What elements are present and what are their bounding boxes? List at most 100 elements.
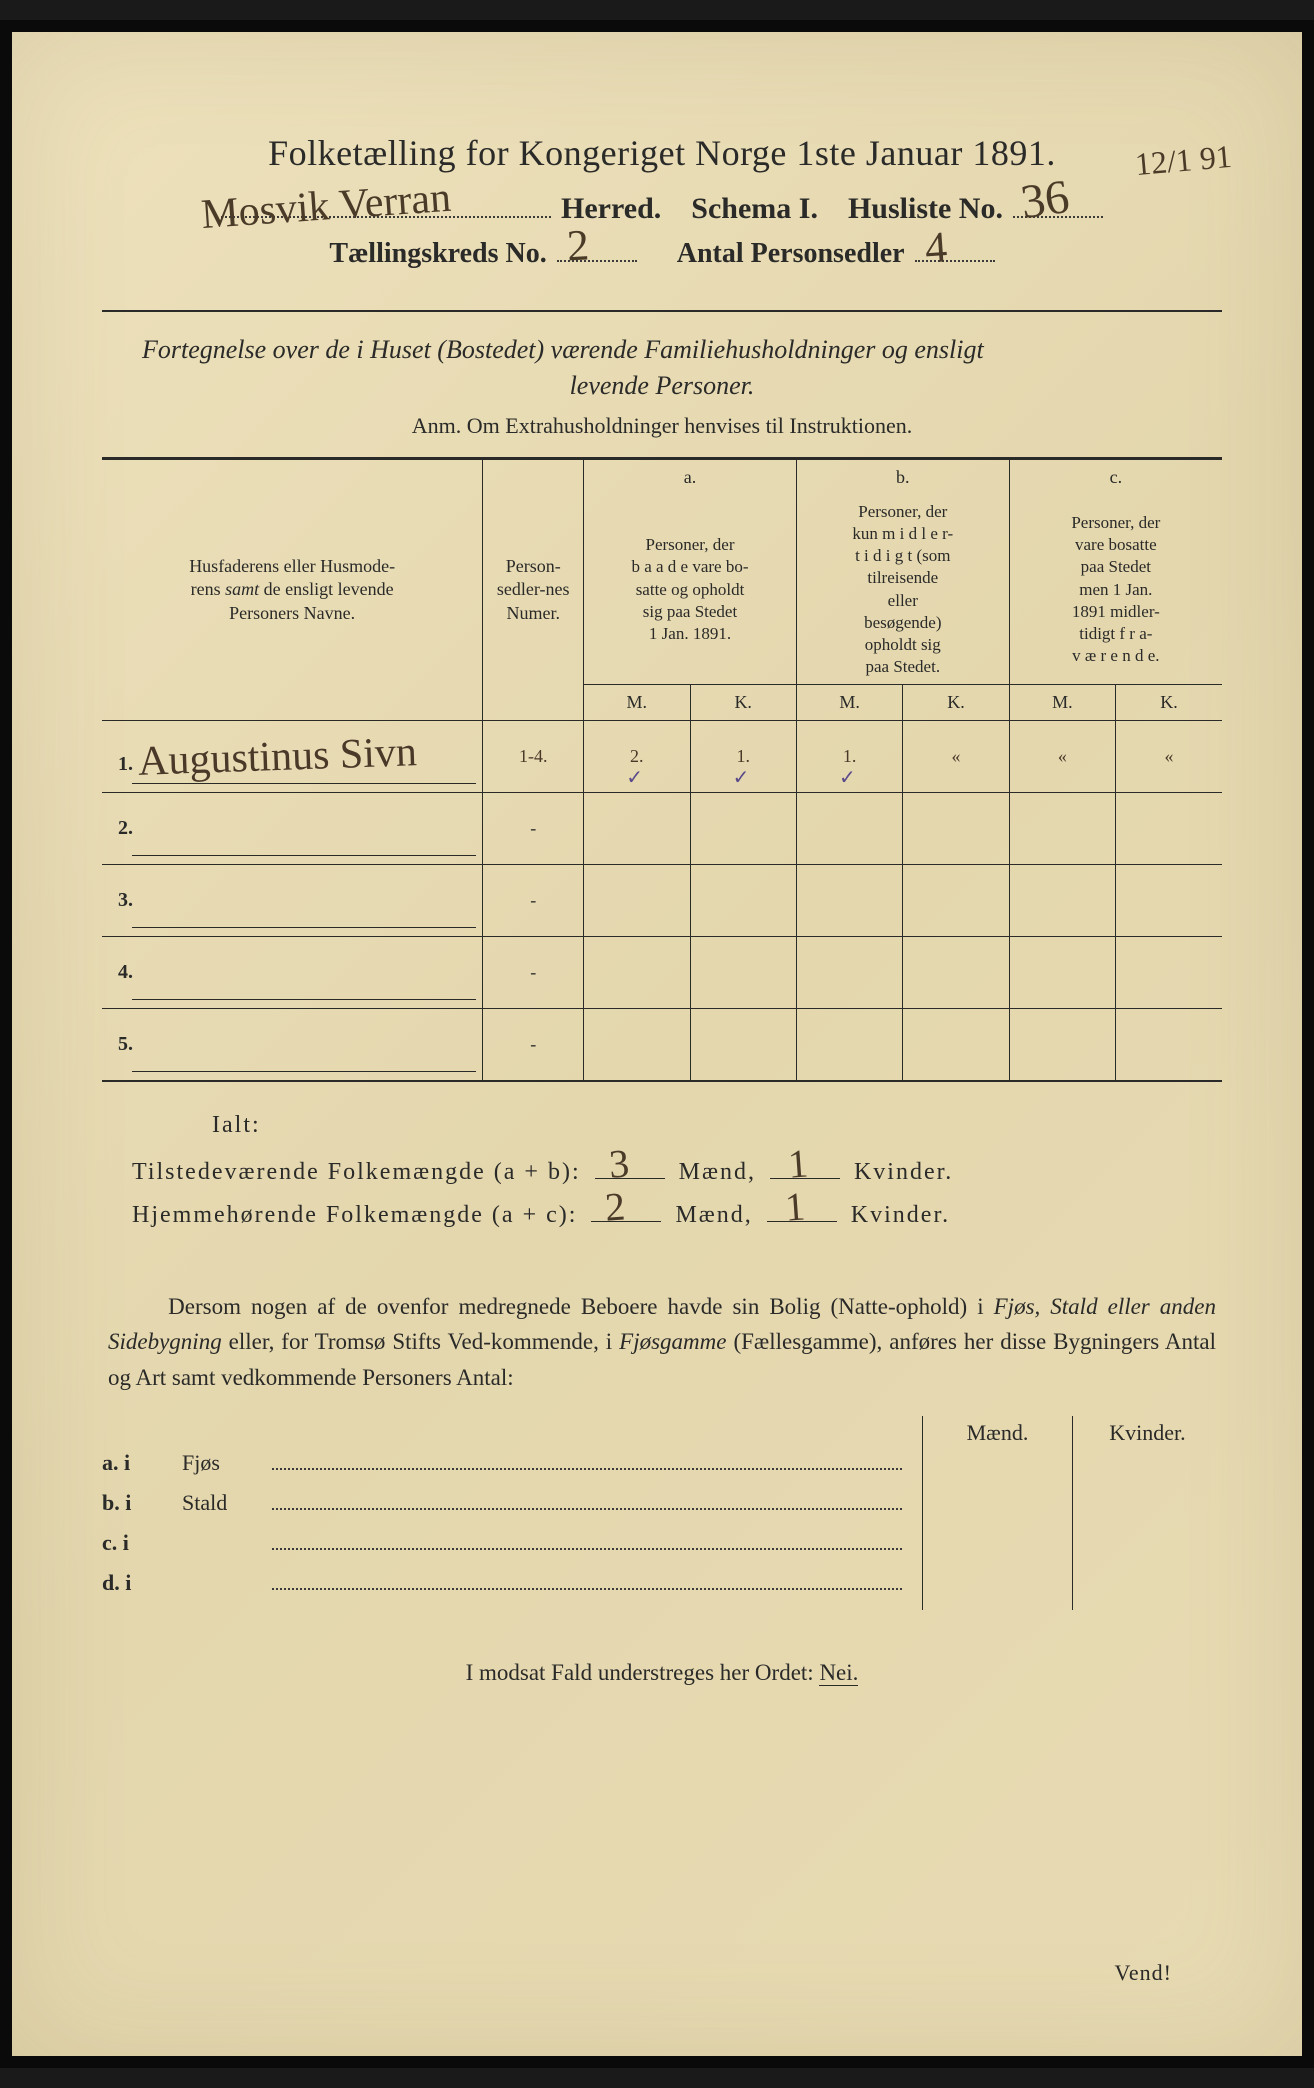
lower-row: d. i — [102, 1570, 902, 1596]
col-c-m: M. — [1009, 684, 1115, 720]
row-num-cell[interactable]: - — [483, 793, 584, 865]
row-ck-cell[interactable] — [1116, 865, 1222, 937]
row-cm-cell[interactable] — [1009, 1009, 1115, 1081]
row-ak-cell[interactable] — [690, 1009, 796, 1081]
census-form-page: 12/1 91 Folketælling for Kongeriget Norg… — [0, 20, 1314, 2068]
ialt-row-2: Hjemmehørende Folkemængde (a + c): 2 Mæn… — [132, 1202, 1192, 1229]
census-table: Husfaderens eller Husmode-rens samt de e… — [102, 457, 1222, 1082]
col-header-c-text: Personer, dervare bosattepaa Stedetmen 1… — [1009, 495, 1222, 684]
row-bm-cell[interactable] — [796, 1009, 902, 1081]
table-row: 3. - — [102, 865, 1222, 937]
row-bm-cell[interactable] — [796, 865, 902, 937]
row-name-cell[interactable]: 2. — [102, 793, 483, 865]
row-ck-cell[interactable] — [1116, 1009, 1222, 1081]
col-b-m: M. — [796, 684, 902, 720]
lower-row: a. iFjøs — [102, 1450, 902, 1476]
subtitle-line1: Fortegnelse over de i Huset (Bostedet) v… — [142, 335, 984, 364]
row-num-cell[interactable]: - — [483, 865, 584, 937]
row-name-cell[interactable]: 3. — [102, 865, 483, 937]
row-cm-cell[interactable] — [1009, 793, 1115, 865]
form-title: Folketælling for Kongeriget Norge 1ste J… — [102, 132, 1222, 174]
ialt-row-1: Tilstedeværende Folkemængde (a + b): 3 M… — [132, 1159, 1192, 1186]
lower-row: b. iStald — [102, 1490, 902, 1516]
lower-maend-header: Mænd. — [923, 1416, 1073, 1610]
ialt-row1-m-field[interactable]: 3 — [595, 1178, 665, 1179]
col-b-k: K. — [903, 684, 1009, 720]
col-header-b-letter: b. — [796, 458, 1009, 495]
husliste-field[interactable]: 36 — [1013, 216, 1103, 218]
row-num-cell[interactable]: - — [483, 937, 584, 1009]
ialt-row1-k: 1 — [786, 1139, 811, 1187]
lower-table: a. iFjøs b. iStald c. i d. i Mænd. Kvinder. — [102, 1416, 1222, 1610]
col-header-name: Husfaderens eller Husmode-rens samt de e… — [102, 458, 483, 721]
ialt-row1-label: Tilstedeværende Folkemængde (a + b): — [132, 1159, 581, 1185]
row-bm-cell[interactable]: 1.✓ — [796, 721, 902, 793]
row-bk-cell[interactable] — [903, 1009, 1009, 1081]
col-header-num: Person-sedler-nes Numer. — [483, 458, 584, 721]
row-bk-cell[interactable] — [903, 937, 1009, 1009]
kreds-field[interactable]: 2 — [557, 260, 637, 262]
row-am-cell[interactable] — [584, 865, 690, 937]
herred-value-handwritten: Mosvik Verran — [200, 169, 523, 239]
antal-field[interactable]: 4 — [915, 260, 995, 262]
nei-word: Nei. — [819, 1660, 858, 1686]
col-header-a-letter: a. — [584, 458, 797, 495]
row-am-cell[interactable] — [584, 1009, 690, 1081]
herred-field[interactable]: Mosvik Verran — [221, 216, 551, 218]
row-ak-cell[interactable]: 1.✓ — [690, 721, 796, 793]
ialt-row2-k: 1 — [783, 1182, 808, 1230]
schema-label: Schema I. — [691, 192, 818, 226]
row-ak-cell[interactable] — [690, 937, 796, 1009]
ialt-kvinder-1: Kvinder. — [854, 1159, 953, 1185]
table-row: 2. - — [102, 793, 1222, 865]
row-am-cell[interactable]: 2.✓ — [584, 721, 690, 793]
row-ak-cell[interactable] — [690, 865, 796, 937]
ialt-kvinder-2: Kvinder. — [851, 1202, 950, 1228]
row-ck-cell[interactable] — [1116, 793, 1222, 865]
row-num-cell[interactable]: - — [483, 1009, 584, 1081]
husliste-value-handwritten: 36 — [1017, 169, 1072, 230]
row-bm-cell[interactable] — [796, 793, 902, 865]
row-num-cell[interactable]: 1-4. — [483, 721, 584, 793]
ialt-title: Ialt: — [212, 1112, 1192, 1139]
row-bk-cell[interactable] — [903, 865, 1009, 937]
anm-note: Anm. Om Extrahusholdninger henvises til … — [102, 413, 1222, 439]
col-header-b-text: Personer, derkun m i d l e r-t i d i g t… — [796, 495, 1009, 684]
row-bk-cell[interactable]: « — [903, 721, 1009, 793]
row-am-cell[interactable] — [584, 793, 690, 865]
row-ak-cell[interactable] — [690, 793, 796, 865]
row-ck-cell[interactable]: « — [1116, 721, 1222, 793]
lower-row: c. i — [102, 1530, 902, 1556]
row-bm-cell[interactable] — [796, 937, 902, 1009]
bottom-line: I modsat Fald understreges her Ordet: Ne… — [102, 1660, 1222, 1686]
row-cm-cell[interactable] — [1009, 937, 1115, 1009]
row-name-cell[interactable]: 1. Augustinus Sivn — [102, 721, 483, 793]
kreds-value-handwritten: 2 — [565, 219, 590, 271]
ialt-row1-k-field[interactable]: 1 — [770, 1178, 840, 1179]
husliste-label: Husliste No. — [848, 192, 1003, 226]
row-am-cell[interactable] — [584, 937, 690, 1009]
antal-label: Antal Personsedler — [677, 238, 905, 270]
row-cm-cell[interactable]: « — [1009, 721, 1115, 793]
table-row: 1. Augustinus Sivn 1-4. 2.✓ 1.✓ 1.✓ « « … — [102, 721, 1222, 793]
row-bk-cell[interactable] — [903, 793, 1009, 865]
row-cm-cell[interactable] — [1009, 865, 1115, 937]
row-name-cell[interactable]: 5. — [102, 1009, 483, 1081]
kreds-label: Tællingskreds No. — [329, 238, 546, 270]
ialt-row2-m: 2 — [604, 1182, 629, 1230]
col-a-k: K. — [690, 684, 796, 720]
ialt-section: Ialt: Tilstedeværende Folkemængde (a + b… — [102, 1112, 1222, 1229]
margin-date-handwritten: 12/1 91 — [1134, 138, 1234, 183]
lower-right-cols: Mænd. Kvinder. — [922, 1416, 1222, 1610]
ialt-maend-1: Mænd, — [679, 1159, 756, 1185]
ialt-row2-label: Hjemmehørende Folkemængde (a + c): — [132, 1202, 577, 1228]
row-ck-cell[interactable] — [1116, 937, 1222, 1009]
ialt-row2-m-field[interactable]: 2 — [591, 1221, 661, 1222]
row-name-cell[interactable]: 4. — [102, 937, 483, 1009]
divider — [102, 310, 1222, 312]
header-row-2: Tællingskreds No. 2 Antal Personsedler 4 — [102, 238, 1222, 270]
body-paragraph: Dersom nogen af de ovenfor medregnede Be… — [102, 1289, 1222, 1396]
ialt-row2-k-field[interactable]: 1 — [767, 1221, 837, 1222]
col-header-c-letter: c. — [1009, 458, 1222, 495]
subtitle: Fortegnelse over de i Huset (Bostedet) v… — [142, 332, 1182, 405]
